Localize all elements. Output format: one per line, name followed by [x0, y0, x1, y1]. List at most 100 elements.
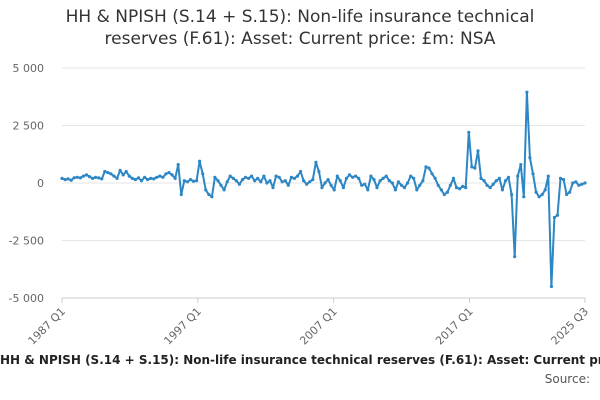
data-point: [347, 173, 352, 177]
data-point: [583, 181, 587, 185]
data-point: [494, 179, 498, 183]
data-point: [170, 173, 174, 177]
data-point: [543, 188, 547, 192]
data-point: [399, 183, 404, 187]
data-point: [133, 178, 137, 182]
x-tick-label: 1987 Q1: [26, 305, 69, 348]
data-point: [424, 165, 428, 169]
data-point: [94, 175, 98, 179]
data-point: [344, 176, 348, 180]
data-point: [421, 179, 425, 183]
y-tick-label: 2 500: [13, 120, 45, 133]
data-point: [464, 186, 468, 190]
data-point: [97, 176, 101, 180]
data-point: [326, 178, 330, 182]
data-point: [152, 177, 156, 181]
data-point: [253, 179, 257, 183]
data-point: [513, 255, 517, 259]
data-point: [295, 174, 300, 178]
data-point: [497, 176, 501, 180]
data-point: [565, 192, 569, 197]
x-axis-tick-labels: 1987 Q1 1997 Q1 2007 Q1 2017 Q1 2025 Q3: [26, 305, 592, 348]
data-point: [329, 183, 333, 187]
data-point: [118, 168, 122, 172]
data-point: [454, 186, 459, 190]
source-label: Source:: [544, 372, 590, 386]
data-point: [314, 160, 318, 164]
chart-caption: HH & NPISH (S.14 + S.15): Non-life insur…: [0, 353, 600, 367]
y-tick-label: -2 500: [9, 235, 44, 248]
data-point: [191, 179, 196, 183]
data-point: [372, 178, 376, 182]
y-axis-tick-labels: 5 000 2 500 0 -2 500 -5 000: [9, 62, 44, 305]
data-point: [351, 175, 355, 179]
data-point: [406, 181, 410, 185]
data-point: [130, 176, 134, 180]
data-point: [262, 174, 266, 178]
series-layer: [60, 90, 587, 289]
data-point: [580, 182, 584, 186]
data-point: [320, 186, 324, 190]
data-point: [574, 180, 578, 184]
data-point: [292, 176, 296, 180]
data-point: [201, 172, 205, 176]
data-point: [354, 174, 358, 178]
data-point: [271, 186, 275, 190]
data-point: [185, 180, 189, 184]
data-point: [289, 175, 293, 179]
data-point: [149, 176, 153, 180]
data-point: [448, 183, 452, 187]
chart-caption-text: HH & NPISH (S.14 + S.15): Non-life insur…: [0, 353, 600, 367]
data-point: [387, 179, 391, 183]
data-point: [308, 180, 312, 184]
data-point: [115, 176, 119, 180]
data-point: [412, 176, 416, 180]
data-point: [363, 182, 367, 186]
data-point: [540, 192, 544, 197]
data-point: [60, 176, 64, 180]
data-point: [415, 188, 419, 192]
data-point: [75, 175, 79, 179]
data-point: [256, 176, 260, 180]
data-point: [225, 180, 229, 184]
data-point: [207, 192, 211, 197]
data-point: [531, 172, 535, 176]
data-point: [522, 195, 526, 199]
data-point: [299, 169, 303, 174]
data-point: [396, 180, 400, 184]
chart-title-line1: HH & NPISH (S.14 + S.15): Non-life insur…: [65, 7, 535, 27]
data-point: [228, 174, 232, 178]
data-point: [332, 188, 336, 192]
y-tick-label: -5 000: [9, 292, 44, 305]
data-point: [237, 182, 241, 186]
data-point: [164, 172, 168, 176]
data-point: [393, 188, 397, 192]
data-point: [357, 176, 361, 180]
data-point: [491, 182, 495, 186]
data-point: [503, 179, 508, 183]
data-point: [259, 180, 263, 184]
series-line: [61, 91, 586, 288]
data-point: [369, 174, 373, 178]
data-point: [552, 215, 557, 220]
data-point: [274, 174, 278, 178]
data-point: [72, 176, 76, 180]
data-point: [366, 188, 370, 192]
data-point: [84, 173, 89, 177]
data-point: [311, 178, 315, 182]
data-point: [577, 183, 581, 187]
data-point: [195, 179, 199, 183]
data-point: [81, 174, 85, 178]
data-point: [427, 166, 431, 170]
data-point: [268, 179, 272, 183]
data-point: [222, 188, 226, 192]
data-point: [213, 175, 217, 179]
data-point: [546, 174, 550, 178]
data-point: [109, 172, 113, 176]
data-point: [277, 175, 281, 179]
data-point: [381, 176, 385, 180]
data-point: [537, 195, 541, 199]
data-point: [375, 186, 379, 190]
data-point: [479, 176, 483, 180]
data-point: [506, 175, 511, 179]
